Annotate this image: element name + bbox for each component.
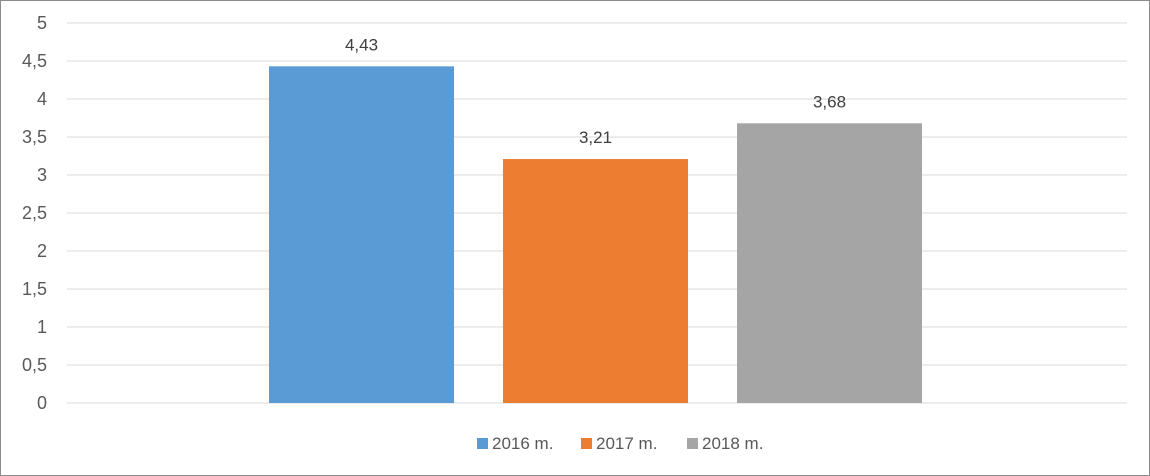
data-label: 3,68 [813,92,846,111]
data-label: 3,21 [579,128,612,147]
bar-2017m [503,159,688,403]
y-tick-label: 1,5 [22,279,47,299]
y-tick-label: 3 [37,165,47,185]
legend-swatch [581,438,592,449]
y-tick-label: 2,5 [22,203,47,223]
y-tick-label: 4,5 [22,51,47,71]
y-tick-label: 5 [37,13,47,33]
bars [269,66,922,403]
bar-2018m [737,123,922,403]
y-tick-label: 4 [37,89,47,109]
legend-swatch [687,438,698,449]
y-tick-label: 0 [37,393,47,413]
bar-2016m [269,66,454,403]
data-labels: 4,43 3,21 3,68 [345,35,846,147]
y-tick-label: 2 [37,241,47,261]
y-tick-label: 3,5 [22,127,47,147]
legend-swatch [477,438,488,449]
legend-label: 2018 m. [702,434,763,453]
y-tick-label: 1 [37,317,47,337]
legend-label: 2017 m. [596,434,657,453]
legend: 2016 m. 2017 m. 2018 m. [477,434,763,453]
legend-label: 2016 m. [492,434,553,453]
y-tick-label: 0,5 [22,355,47,375]
data-label: 4,43 [345,35,378,54]
y-axis: 0 0,5 1 1,5 2 2,5 3 3,5 4 4,5 5 [22,13,47,413]
